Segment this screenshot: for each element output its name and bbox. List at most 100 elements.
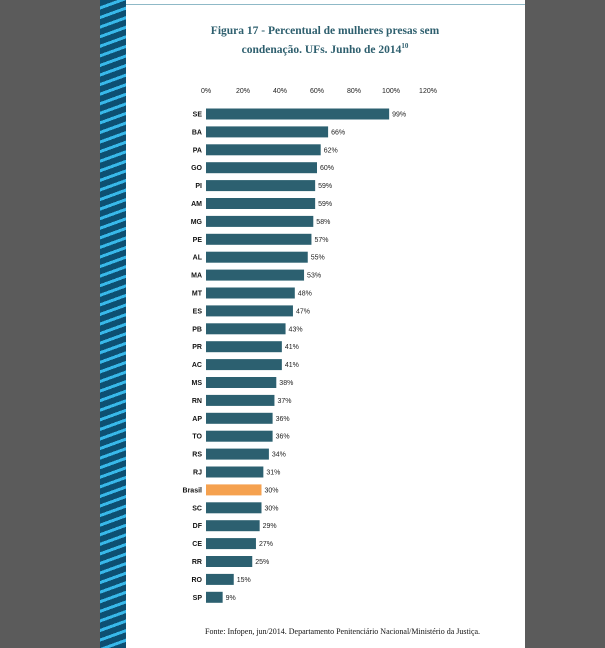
category-label: ES <box>193 308 203 315</box>
bar-chart: 0% 20% 40% 60% 80% 100% 120% SE 99% BA 66% PA 62% GO… <box>183 88 437 603</box>
data-label: 99% <box>392 112 406 119</box>
data-label: 66% <box>331 129 345 136</box>
category-label: SC <box>192 505 202 512</box>
data-label: 43% <box>289 326 303 333</box>
category-label: AC <box>192 362 202 369</box>
top-rule <box>126 4 525 5</box>
bar <box>206 448 269 460</box>
bar <box>206 502 262 514</box>
category-label: RR <box>192 559 202 566</box>
category-label: PE <box>193 237 203 244</box>
data-label: 48% <box>298 291 312 298</box>
bar <box>206 144 321 156</box>
x-tick-label: 100% <box>382 88 400 95</box>
data-label: 47% <box>296 308 310 315</box>
category-label: DF <box>193 523 203 530</box>
bar <box>206 538 256 550</box>
data-label: 38% <box>279 380 293 387</box>
bar <box>206 180 316 192</box>
footnote-marker: 10 <box>401 42 409 50</box>
bar <box>206 430 273 442</box>
bar <box>206 573 234 585</box>
category-label: BA <box>192 129 202 136</box>
data-label: 60% <box>320 165 334 172</box>
bar <box>206 198 316 209</box>
bar <box>206 108 390 120</box>
data-label: 25% <box>255 559 269 566</box>
source-note: Fonte: Infopen, jun/2014. Departamento P… <box>205 627 481 636</box>
x-tick-label: 60% <box>310 88 324 95</box>
category-label: MA <box>191 273 202 280</box>
chart-title: Figura 17 - Percentual de mulheres presa… <box>180 24 470 58</box>
data-label: 30% <box>265 505 279 512</box>
category-label: AP <box>192 416 202 423</box>
category-label: MT <box>192 291 203 298</box>
data-label: 27% <box>259 541 273 548</box>
data-label: 53% <box>307 273 321 280</box>
bar <box>206 466 264 478</box>
data-label: 34% <box>272 452 286 459</box>
category-label: TO <box>192 434 202 441</box>
data-label: 31% <box>266 470 280 477</box>
data-label: 37% <box>277 398 291 405</box>
bar <box>206 323 286 335</box>
category-label: PB <box>192 326 202 333</box>
bar <box>206 520 260 532</box>
category-label: PI <box>195 183 202 190</box>
category-label: AL <box>193 255 203 262</box>
x-tick-label: 40% <box>273 88 287 95</box>
bar <box>206 377 277 388</box>
category-label: SP <box>193 595 203 602</box>
data-label: 36% <box>276 434 290 441</box>
data-label: 59% <box>318 201 332 208</box>
data-label: 29% <box>263 523 277 530</box>
data-label: 62% <box>324 147 338 154</box>
bar <box>206 126 329 138</box>
category-label: Brasil <box>183 487 203 494</box>
data-label: 41% <box>285 344 299 351</box>
data-label: 15% <box>237 577 251 584</box>
x-tick-label: 120% <box>419 88 437 95</box>
data-label: 58% <box>316 219 330 226</box>
data-label: 59% <box>318 183 332 190</box>
bar <box>206 287 295 299</box>
x-tick-label: 20% <box>236 88 250 95</box>
data-label: 55% <box>311 255 325 262</box>
x-tick-label: 80% <box>347 88 361 95</box>
page-margin-right <box>525 0 605 648</box>
category-label: SE <box>193 112 203 119</box>
bar <box>206 305 293 317</box>
bar <box>206 591 223 603</box>
category-label: AM <box>191 201 202 208</box>
category-label: CE <box>192 541 202 548</box>
data-label: 57% <box>314 237 328 244</box>
bar <box>206 215 314 227</box>
bar-highlight <box>206 484 262 496</box>
category-label: GO <box>191 165 202 172</box>
bar <box>206 412 273 424</box>
category-label: MS <box>192 380 203 387</box>
bar <box>206 233 312 245</box>
category-label: RN <box>192 398 202 405</box>
bar <box>206 162 317 174</box>
bar <box>206 394 275 406</box>
data-label: 9% <box>226 595 236 602</box>
page-margin-left <box>0 0 100 648</box>
category-label: MG <box>191 219 203 226</box>
category-label: RO <box>192 577 203 584</box>
bar <box>206 251 308 263</box>
data-label: 36% <box>276 416 290 423</box>
data-label: 41% <box>285 362 299 369</box>
category-label: RS <box>192 452 202 459</box>
x-axis-ticks: 0% 20% 40% 60% 80% 100% 120% <box>201 88 437 95</box>
decorative-stripe <box>100 0 126 648</box>
bar <box>206 359 282 371</box>
category-label: PA <box>193 147 202 154</box>
data-label: 30% <box>265 487 279 494</box>
bar <box>206 269 305 281</box>
chart-title-text: Figura 17 - Percentual de mulheres presa… <box>210 25 440 56</box>
bar-series: SE 99% BA 66% PA 62% GO 60% PI 59% AM 59% MG 58% PE 57%… <box>183 108 406 603</box>
category-label: RJ <box>193 470 202 477</box>
x-tick-label: 0% <box>201 88 211 95</box>
category-label: PR <box>192 344 202 351</box>
